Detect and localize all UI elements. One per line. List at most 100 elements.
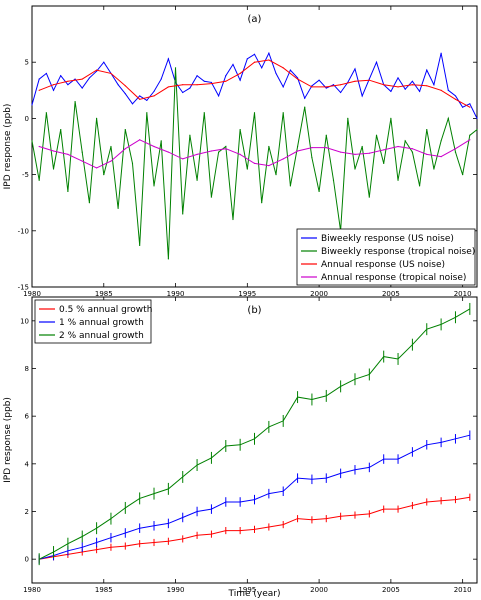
data-point [332,84,335,86]
data-point [447,89,449,91]
data-point [210,81,213,84]
data-point [67,153,69,155]
data-point [60,129,62,131]
data-point [95,70,98,72]
data-point [167,58,169,60]
data-point [325,87,327,89]
data-point [88,77,91,79]
panel-b-x-ticks: 1980 1985 1990 1995 2000 2005 2010 [23,297,472,594]
panel-b-x-axis-label: Time (year) [228,589,281,599]
data-point [268,165,270,167]
data-point [239,153,241,155]
data-point [246,168,248,170]
data-point [160,78,162,80]
data-point [38,179,40,181]
data-point [304,97,306,99]
data-point [361,145,363,148]
data-point [426,85,428,87]
data-point [426,153,428,155]
x-tick: 2010 [454,297,472,594]
data-point [38,78,40,80]
data-point [110,160,112,162]
data-point [383,149,385,151]
data-point [81,87,83,89]
data-point [454,98,457,100]
data-point [52,150,55,152]
legend-entry: 2 % annual growth [39,331,144,341]
series-biweekly-response-us-noise- [31,51,478,119]
data-point [282,158,284,160]
y-tick: 5 [25,59,477,67]
x-tick: 1980 [23,297,41,594]
x-tick: 1995 [238,297,256,594]
data-point [95,69,98,71]
data-point [289,69,291,71]
data-point [139,98,141,100]
data-point [411,84,414,86]
data-point [325,134,327,136]
data-point [146,112,148,114]
data-point [354,80,356,82]
series-line [39,59,471,108]
data-point [311,85,313,87]
data-point [182,91,184,94]
data-point [332,179,335,181]
data-point [218,151,220,153]
data-point [476,117,478,119]
x-tick-label: 2005 [382,586,400,594]
data-point [375,134,378,136]
series-annual-response-us-noise- [38,59,471,108]
data-point [354,168,356,170]
data-point [404,140,406,142]
data-point [182,84,184,86]
data-point [383,162,385,164]
data-point [318,190,320,193]
x-tick: 2000 [310,297,328,594]
data-point [383,84,385,86]
data-point [426,69,428,71]
y-tick-label: 10 [20,317,29,325]
panel-a-series [31,51,478,260]
series-2-annual-growth [38,302,471,566]
data-point [454,148,457,150]
data-point [282,112,284,114]
data-point [210,150,213,152]
data-point [361,95,363,97]
data-point [225,80,227,82]
series-line [31,51,478,119]
legend-label: Biweekly response (tropical noise) [321,247,475,257]
data-point [282,67,284,69]
data-point [433,168,435,170]
data-point [311,157,313,159]
data-point [225,145,227,148]
data-point [67,80,69,82]
data-point [440,140,442,142]
data-point [225,75,227,77]
data-point [103,61,105,63]
y-tick: -15 [18,284,477,292]
data-point [153,90,155,93]
data-point [81,160,83,162]
data-point [182,213,184,215]
data-point [218,95,220,97]
panel-a-y-axis-label: IPD response (ppb) [3,104,13,190]
legend-label: Annual response (US noise) [321,260,445,270]
data-point [117,207,119,209]
data-point [440,52,442,54]
data-point [153,95,155,97]
data-point [325,86,327,88]
data-point [74,100,76,103]
data-point [146,99,148,102]
y-tick: 4 [25,460,477,468]
data-point [296,145,299,148]
data-point [45,112,47,114]
legend-entry: 1 % annual growth [39,318,144,328]
data-point [153,145,155,148]
data-point [232,63,234,66]
legend-label: 2 % annual growth [59,331,144,341]
data-point [253,53,256,55]
data-point [196,153,198,155]
data-point [124,129,126,131]
y-tick-label: -15 [18,284,29,292]
x-tick-label: 2010 [454,586,472,594]
